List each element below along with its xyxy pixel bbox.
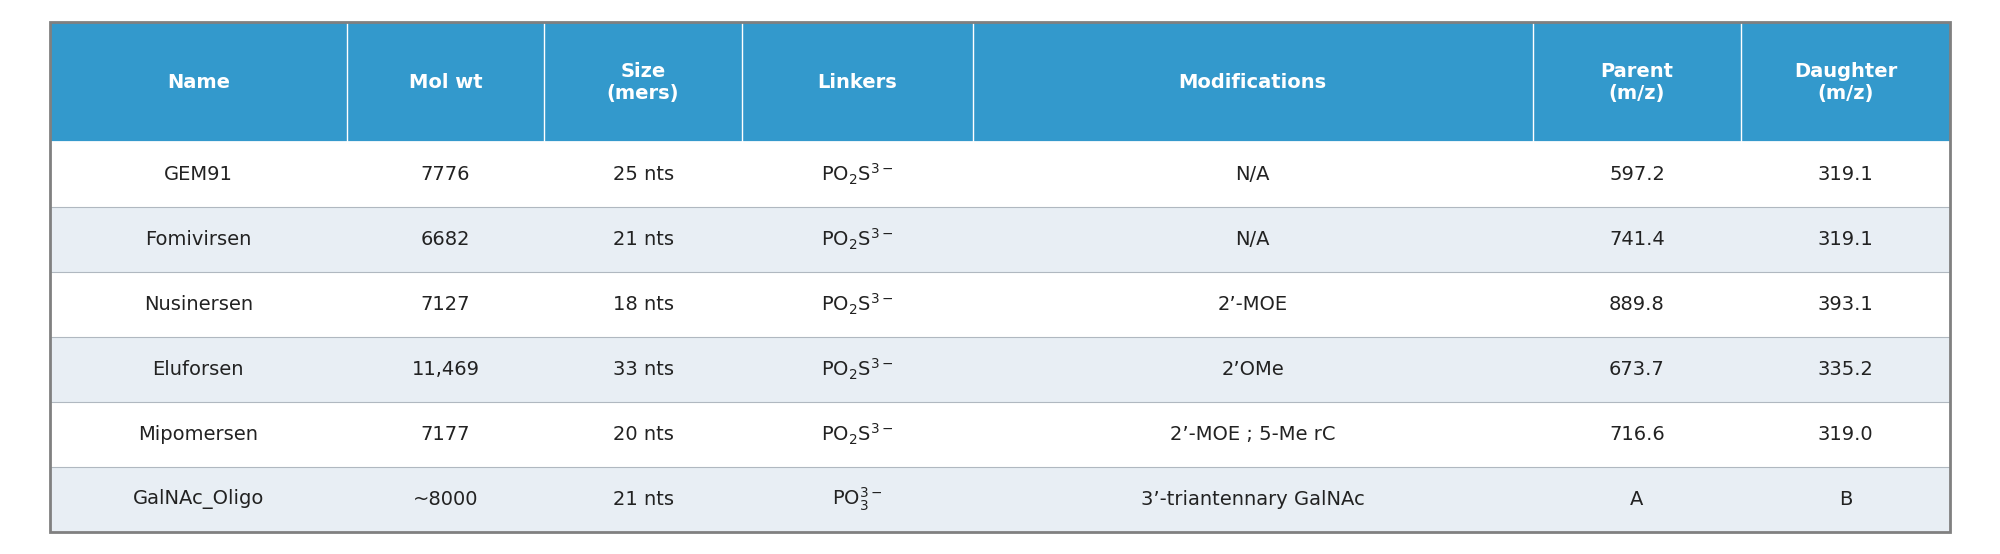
Text: $\mathrm{PO_2S^{3-}}$: $\mathrm{PO_2S^{3-}}$ bbox=[822, 357, 894, 382]
Bar bbox=[1742, 467, 1950, 532]
Bar bbox=[346, 337, 544, 402]
Text: $\mathrm{PO_2S^{3-}}$: $\mathrm{PO_2S^{3-}}$ bbox=[822, 292, 894, 317]
Text: 597.2: 597.2 bbox=[1610, 165, 1664, 184]
Text: 716.6: 716.6 bbox=[1610, 425, 1664, 444]
Text: Linkers: Linkers bbox=[818, 73, 898, 91]
Text: 18 nts: 18 nts bbox=[612, 295, 674, 314]
Bar bbox=[1742, 337, 1950, 402]
Bar bbox=[972, 402, 1532, 467]
Text: 20 nts: 20 nts bbox=[612, 425, 674, 444]
Bar bbox=[346, 272, 544, 337]
Text: $\mathrm{PO_2S^{3-}}$: $\mathrm{PO_2S^{3-}}$ bbox=[822, 162, 894, 187]
Bar bbox=[50, 467, 346, 532]
Text: 2’-MOE: 2’-MOE bbox=[1218, 295, 1288, 314]
Bar bbox=[1532, 22, 1742, 142]
Text: 7177: 7177 bbox=[420, 425, 470, 444]
Bar bbox=[544, 207, 742, 272]
Bar bbox=[346, 402, 544, 467]
Bar bbox=[742, 142, 972, 207]
Text: 21 nts: 21 nts bbox=[612, 230, 674, 249]
Bar bbox=[50, 22, 346, 142]
Bar bbox=[742, 402, 972, 467]
Bar bbox=[1532, 467, 1742, 532]
Bar bbox=[50, 402, 346, 467]
Text: Name: Name bbox=[166, 73, 230, 91]
Text: Eluforsen: Eluforsen bbox=[152, 360, 244, 379]
Text: 21 nts: 21 nts bbox=[612, 490, 674, 509]
Bar bbox=[544, 467, 742, 532]
Bar bbox=[972, 337, 1532, 402]
Text: Mol wt: Mol wt bbox=[408, 73, 482, 91]
Text: 393.1: 393.1 bbox=[1818, 295, 1874, 314]
Bar bbox=[544, 22, 742, 142]
Bar bbox=[544, 402, 742, 467]
Text: Size
(mers): Size (mers) bbox=[606, 61, 680, 102]
Bar bbox=[742, 22, 972, 142]
Bar bbox=[742, 207, 972, 272]
Bar bbox=[1742, 272, 1950, 337]
Bar bbox=[972, 272, 1532, 337]
Text: GalNAc_Oligo: GalNAc_Oligo bbox=[132, 489, 264, 509]
Text: $\mathrm{PO_2S^{3-}}$: $\mathrm{PO_2S^{3-}}$ bbox=[822, 422, 894, 447]
Bar bbox=[742, 337, 972, 402]
Text: Daughter
(m/z): Daughter (m/z) bbox=[1794, 61, 1898, 102]
Bar bbox=[972, 22, 1532, 142]
Bar bbox=[346, 142, 544, 207]
Bar bbox=[972, 207, 1532, 272]
Text: 11,469: 11,469 bbox=[412, 360, 480, 379]
Bar bbox=[346, 22, 544, 142]
Text: 319.0: 319.0 bbox=[1818, 425, 1874, 444]
Bar bbox=[544, 142, 742, 207]
Text: 33 nts: 33 nts bbox=[612, 360, 674, 379]
Text: $\mathrm{PO_3^{3-}}$: $\mathrm{PO_3^{3-}}$ bbox=[832, 486, 882, 513]
Text: 2’OMe: 2’OMe bbox=[1222, 360, 1284, 379]
Bar bbox=[1532, 272, 1742, 337]
Bar bbox=[1532, 207, 1742, 272]
Bar bbox=[1742, 402, 1950, 467]
Text: 741.4: 741.4 bbox=[1610, 230, 1664, 249]
Bar bbox=[346, 467, 544, 532]
Bar bbox=[50, 272, 346, 337]
Bar bbox=[544, 272, 742, 337]
Text: N/A: N/A bbox=[1236, 165, 1270, 184]
Text: 6682: 6682 bbox=[420, 230, 470, 249]
Bar bbox=[1532, 402, 1742, 467]
Text: N/A: N/A bbox=[1236, 230, 1270, 249]
Text: B: B bbox=[1838, 490, 1852, 509]
Bar bbox=[742, 272, 972, 337]
Text: 2’-MOE ; 5-Me rC: 2’-MOE ; 5-Me rC bbox=[1170, 425, 1336, 444]
Text: A: A bbox=[1630, 490, 1644, 509]
Text: 7776: 7776 bbox=[420, 165, 470, 184]
Text: Fomivirsen: Fomivirsen bbox=[146, 230, 252, 249]
Bar bbox=[50, 337, 346, 402]
Text: 7127: 7127 bbox=[420, 295, 470, 314]
Bar bbox=[1742, 22, 1950, 142]
Text: 889.8: 889.8 bbox=[1610, 295, 1664, 314]
Bar bbox=[972, 467, 1532, 532]
Bar bbox=[50, 142, 346, 207]
Text: 319.1: 319.1 bbox=[1818, 165, 1874, 184]
Text: GEM91: GEM91 bbox=[164, 165, 232, 184]
Text: Parent
(m/z): Parent (m/z) bbox=[1600, 61, 1674, 102]
Text: Modifications: Modifications bbox=[1178, 73, 1326, 91]
Bar bbox=[1742, 207, 1950, 272]
Text: 3’-triantennary GalNAc: 3’-triantennary GalNAc bbox=[1140, 490, 1364, 509]
Text: $\mathrm{PO_2S^{3-}}$: $\mathrm{PO_2S^{3-}}$ bbox=[822, 227, 894, 252]
Text: Nusinersen: Nusinersen bbox=[144, 295, 252, 314]
Bar bbox=[50, 207, 346, 272]
Bar bbox=[1532, 142, 1742, 207]
Text: 25 nts: 25 nts bbox=[612, 165, 674, 184]
Bar bbox=[742, 467, 972, 532]
Bar bbox=[972, 142, 1532, 207]
Bar bbox=[1742, 142, 1950, 207]
Bar bbox=[544, 337, 742, 402]
Text: 673.7: 673.7 bbox=[1610, 360, 1664, 379]
Text: Mipomersen: Mipomersen bbox=[138, 425, 258, 444]
Text: 319.1: 319.1 bbox=[1818, 230, 1874, 249]
Text: 335.2: 335.2 bbox=[1818, 360, 1874, 379]
Bar bbox=[1532, 337, 1742, 402]
Bar bbox=[346, 207, 544, 272]
Text: ~8000: ~8000 bbox=[412, 490, 478, 509]
